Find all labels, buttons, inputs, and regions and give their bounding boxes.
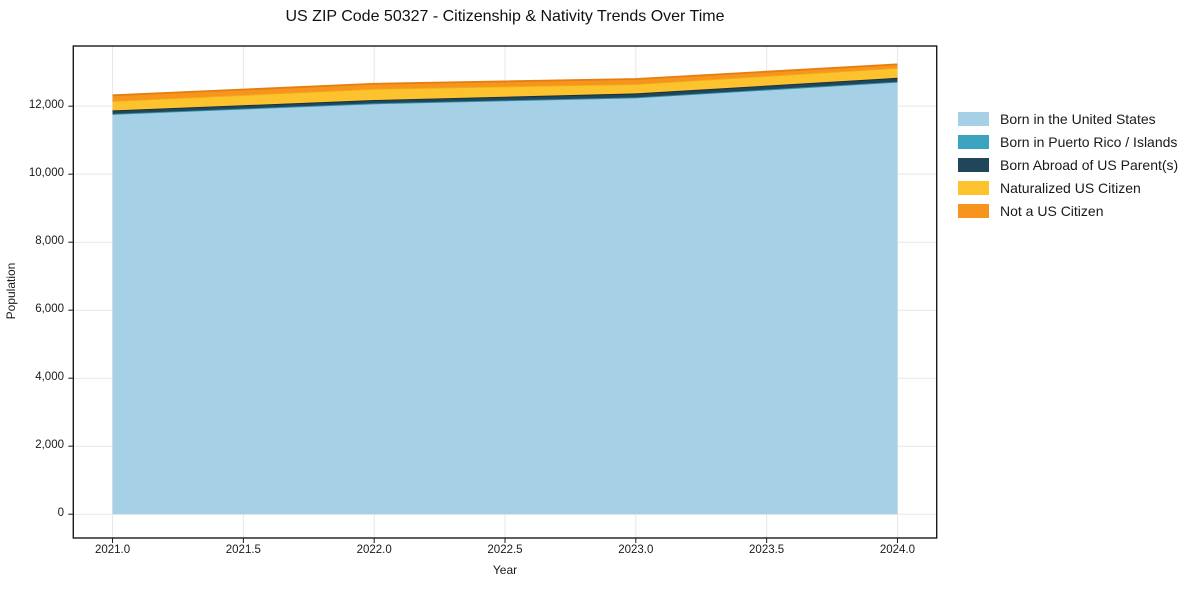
legend-swatch [958,157,989,172]
legend: Born in the United States Born in Puerto … [958,107,1178,223]
legend-label: Born in the United States [1000,110,1156,127]
legend-swatch [958,204,989,219]
y-tick-label: 10,000 [28,167,64,180]
x-tick-label: 2023.5 [749,544,785,556]
y-tick-label: 4,000 [35,371,64,384]
x-tick-label: 2023.0 [618,544,654,556]
x-tick-label: 2021.0 [94,544,131,556]
x-tick-label: 2024.0 [879,544,916,556]
legend-item: Born in the United States [958,107,1178,130]
legend-item: Not a US Citizen [958,200,1178,223]
x-tick-label: 2022.0 [356,544,392,556]
y-tick-label: 0 [57,507,64,520]
y-tick-label: 8,000 [35,235,64,248]
y-tick-label: 6,000 [35,303,64,316]
chart-title: US ZIP Code 50327 - Citizenship & Nativi… [285,8,725,25]
x-axis-label: Year [492,563,518,577]
legend-swatch [958,134,989,149]
legend-label: Born in Puerto Rico / Islands [1000,133,1178,150]
legend-swatch [958,181,989,196]
x-tick-label: 2021.5 [225,544,261,556]
area-series [112,81,898,515]
area-series [112,67,898,111]
legend-label: Born Abroad of US Parent(s) [1000,156,1179,173]
legend-item: Born Abroad of US Parent(s) [958,153,1178,176]
area-series [112,64,898,102]
legend-item: Naturalized US Citizen [958,177,1178,200]
legend-label: Not a US Citizen [1000,203,1104,220]
area-series [112,77,898,114]
y-tick-label: 12,000 [28,99,64,112]
legend-swatch [958,111,989,126]
legend-label: Naturalized US Citizen [1000,180,1141,197]
legend-item: Born in Puerto Rico / Islands [958,130,1178,153]
y-tick-label: 2,000 [35,439,64,452]
x-tick-label: 2022.5 [487,544,523,556]
